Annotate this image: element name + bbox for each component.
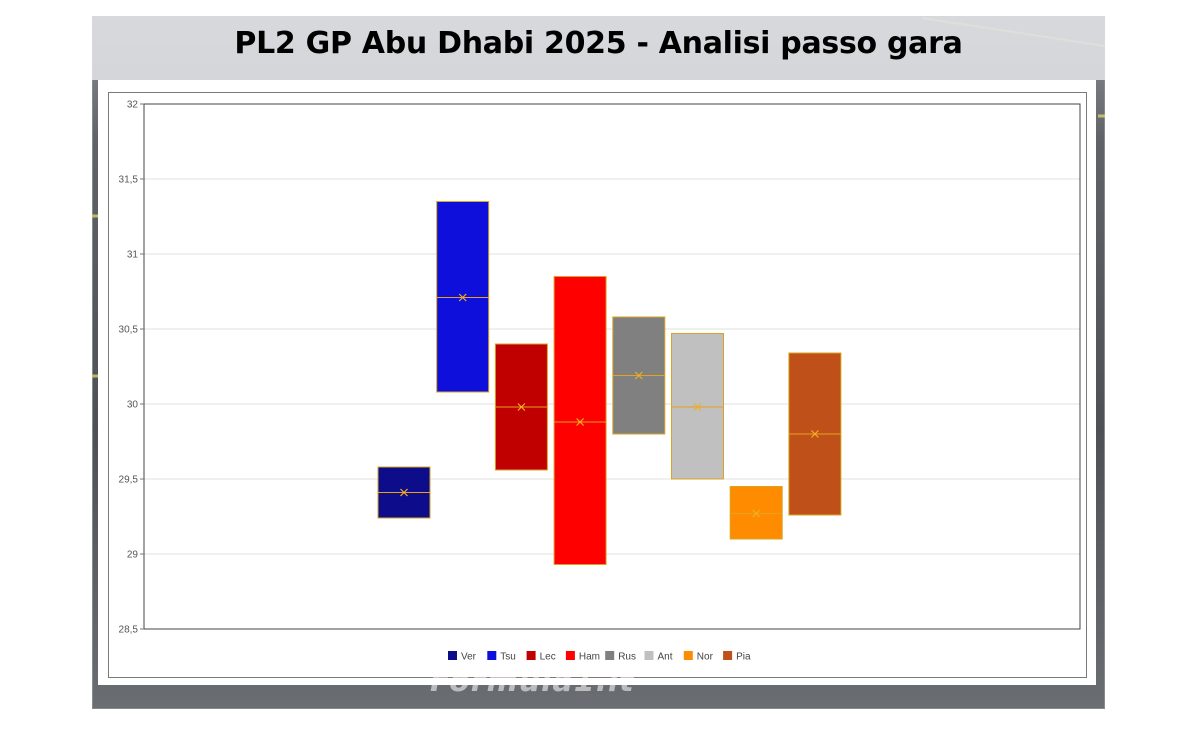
legend-swatch [526,651,536,660]
legend-label: Lec [540,652,556,663]
box-ant [671,333,724,480]
mean-marker [752,509,761,518]
mean-marker [576,418,585,426]
legend-swatch [487,651,497,660]
box-ham [553,276,607,565]
legend-label: Ham [579,652,600,663]
plot-area [143,103,1081,630]
y-tick-label: 30,5 [119,325,139,336]
legend: Ver Tsu Lec Ham Rus Ant Nor Pia [448,651,751,663]
mean-marker [634,371,643,380]
watermark-logo: Formula1.it [430,664,635,699]
legend-item-ant: Ant [644,651,673,663]
legend-item-lec: Lec [526,651,556,663]
legend-item-rus: Rus [605,651,636,663]
legend-swatch [565,651,575,660]
legend-item-ham: Ham [565,651,600,663]
legend-label: Ant [658,652,673,663]
y-axis-ticks: 28,5 29 29,5 30 30,5 31 31,5 32 [119,100,144,636]
legend-label: Pia [736,652,751,663]
gridlines [144,178,1080,555]
mean-marker [458,293,467,302]
box-lec [494,343,548,471]
box-rect [553,276,607,565]
chart-title: PL2 GP Abu Dhabi 2025 - Analisi passo ga… [234,26,963,61]
y-tick-label: 31 [127,250,139,261]
y-tick-label: 30 [127,400,139,411]
legend-item-pia: Pia [723,651,751,663]
mean-marker [400,488,408,497]
legend-label: Rus [618,652,636,663]
legend-swatch [448,651,457,660]
legend-item-ver: Ver [448,651,477,663]
legend-swatch [605,651,615,660]
legend-label: Tsu [500,652,516,663]
legend-item-tsu: Tsu [487,651,516,663]
series-boxes [377,201,842,565]
box-ver [377,466,431,519]
legend-item-nor: Nor [683,651,714,663]
y-tick-label: 32 [127,100,139,111]
legend-swatch [683,651,693,660]
legend-label: Nor [697,652,714,663]
y-tick-label: 29 [127,550,139,561]
y-tick-label: 28,5 [119,625,139,636]
legend-label: Ver [461,652,477,663]
legend-swatch [644,651,654,660]
mean-marker [810,430,819,438]
mean-marker [693,403,702,411]
box-pia [788,352,842,516]
title-band [92,16,1105,80]
box-rus [612,316,666,435]
legend-swatch [723,651,733,660]
y-tick-label: 31,5 [119,175,139,186]
y-tick-label: 29,5 [119,475,139,486]
box-tsu [436,201,490,393]
mean-marker [517,403,526,411]
box-nor [729,486,783,540]
